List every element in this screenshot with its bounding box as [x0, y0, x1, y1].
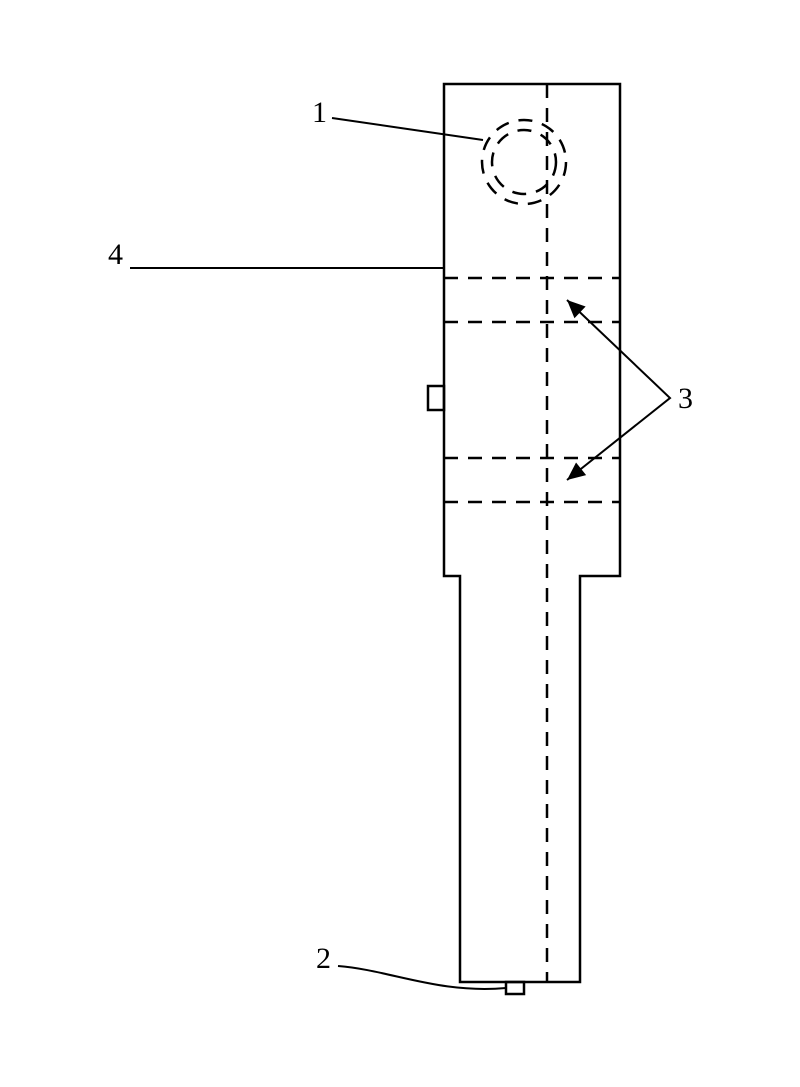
label-4: 4: [108, 238, 123, 271]
label-2: 2: [316, 942, 331, 975]
label-1: 1: [312, 96, 327, 129]
canvas-background: [0, 0, 800, 1087]
label-3: 3: [678, 382, 693, 415]
